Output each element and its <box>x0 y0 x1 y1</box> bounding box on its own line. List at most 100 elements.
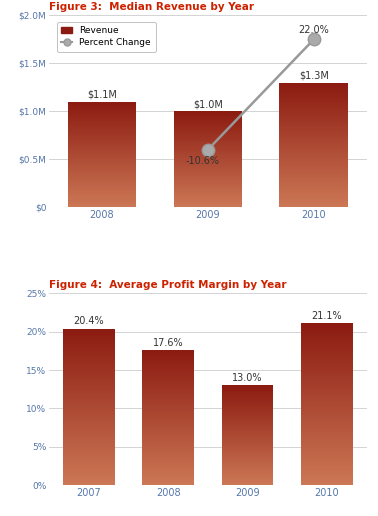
Bar <box>279 148 348 149</box>
Bar <box>301 399 353 400</box>
Bar <box>68 181 136 182</box>
Bar <box>68 123 136 124</box>
Bar <box>279 200 348 201</box>
Bar <box>301 465 353 466</box>
Bar <box>63 381 115 382</box>
Bar <box>68 203 136 204</box>
Bar <box>63 396 115 397</box>
Bar <box>143 456 194 457</box>
Bar <box>301 400 353 401</box>
Bar <box>143 441 194 442</box>
Bar <box>279 155 348 156</box>
Bar <box>68 164 136 165</box>
Bar <box>68 129 136 130</box>
Bar <box>301 358 353 359</box>
Bar <box>301 362 353 363</box>
Bar <box>68 131 136 132</box>
Bar <box>68 179 136 180</box>
Bar <box>63 432 115 433</box>
Bar <box>63 350 115 351</box>
Bar <box>301 458 353 459</box>
Bar <box>143 442 194 443</box>
Bar <box>63 339 115 340</box>
Bar <box>143 421 194 422</box>
Bar <box>63 329 115 330</box>
Bar <box>279 143 348 144</box>
Bar <box>279 90 348 91</box>
Bar <box>279 89 348 90</box>
Bar <box>68 173 136 174</box>
Bar <box>301 484 353 485</box>
Bar <box>279 162 348 163</box>
Bar <box>279 127 348 128</box>
Bar <box>279 206 348 207</box>
Bar <box>63 450 115 452</box>
Bar <box>301 469 353 470</box>
Bar <box>63 421 115 422</box>
Bar <box>279 140 348 141</box>
Bar <box>301 329 353 330</box>
Bar <box>301 464 353 465</box>
Bar <box>143 374 194 375</box>
Bar <box>68 177 136 178</box>
Bar <box>301 334 353 335</box>
Bar <box>301 457 353 458</box>
Bar <box>301 437 353 438</box>
Bar <box>143 471 194 472</box>
Bar <box>63 460 115 461</box>
Bar <box>279 108 348 109</box>
Bar <box>143 363 194 364</box>
Text: Figure 3:  Median Revenue by Year: Figure 3: Median Revenue by Year <box>49 2 254 12</box>
Bar <box>143 410 194 411</box>
Bar <box>301 360 353 361</box>
Bar <box>143 362 194 363</box>
Bar <box>68 186 136 187</box>
Bar <box>63 479 115 480</box>
Text: $1.1M: $1.1M <box>87 90 117 100</box>
Bar <box>301 365 353 366</box>
Bar <box>63 478 115 479</box>
Bar <box>301 405 353 406</box>
Bar <box>143 353 194 354</box>
Bar <box>279 113 348 114</box>
Bar <box>68 201 136 202</box>
Bar <box>143 391 194 392</box>
Bar <box>301 472 353 473</box>
Bar <box>143 378 194 379</box>
Bar <box>63 406 115 407</box>
Bar <box>279 186 348 187</box>
Bar <box>279 173 348 174</box>
Bar <box>301 441 353 442</box>
Bar <box>301 475 353 476</box>
Bar <box>68 160 136 161</box>
Bar <box>301 416 353 417</box>
Bar <box>301 468 353 469</box>
Bar <box>68 184 136 185</box>
Bar <box>63 378 115 379</box>
Bar <box>68 178 136 179</box>
Bar <box>68 174 136 175</box>
Bar <box>279 147 348 148</box>
Bar <box>68 170 136 171</box>
Bar <box>279 204 348 205</box>
Bar <box>279 144 348 145</box>
Bar <box>279 117 348 118</box>
Text: Figure 4:  Average Profit Margin by Year: Figure 4: Average Profit Margin by Year <box>49 280 287 290</box>
Bar <box>143 399 194 400</box>
Bar <box>143 464 194 465</box>
Bar <box>63 413 115 414</box>
Bar <box>301 371 353 372</box>
Bar <box>279 192 348 193</box>
Bar <box>143 376 194 377</box>
Bar <box>143 447 194 448</box>
Bar <box>143 351 194 352</box>
Bar <box>63 466 115 467</box>
Bar <box>68 145 136 146</box>
Bar <box>68 206 136 207</box>
Bar <box>143 469 194 470</box>
Bar <box>143 424 194 425</box>
Bar <box>279 111 348 112</box>
Bar <box>68 158 136 159</box>
Bar <box>279 136 348 137</box>
Bar <box>143 358 194 359</box>
